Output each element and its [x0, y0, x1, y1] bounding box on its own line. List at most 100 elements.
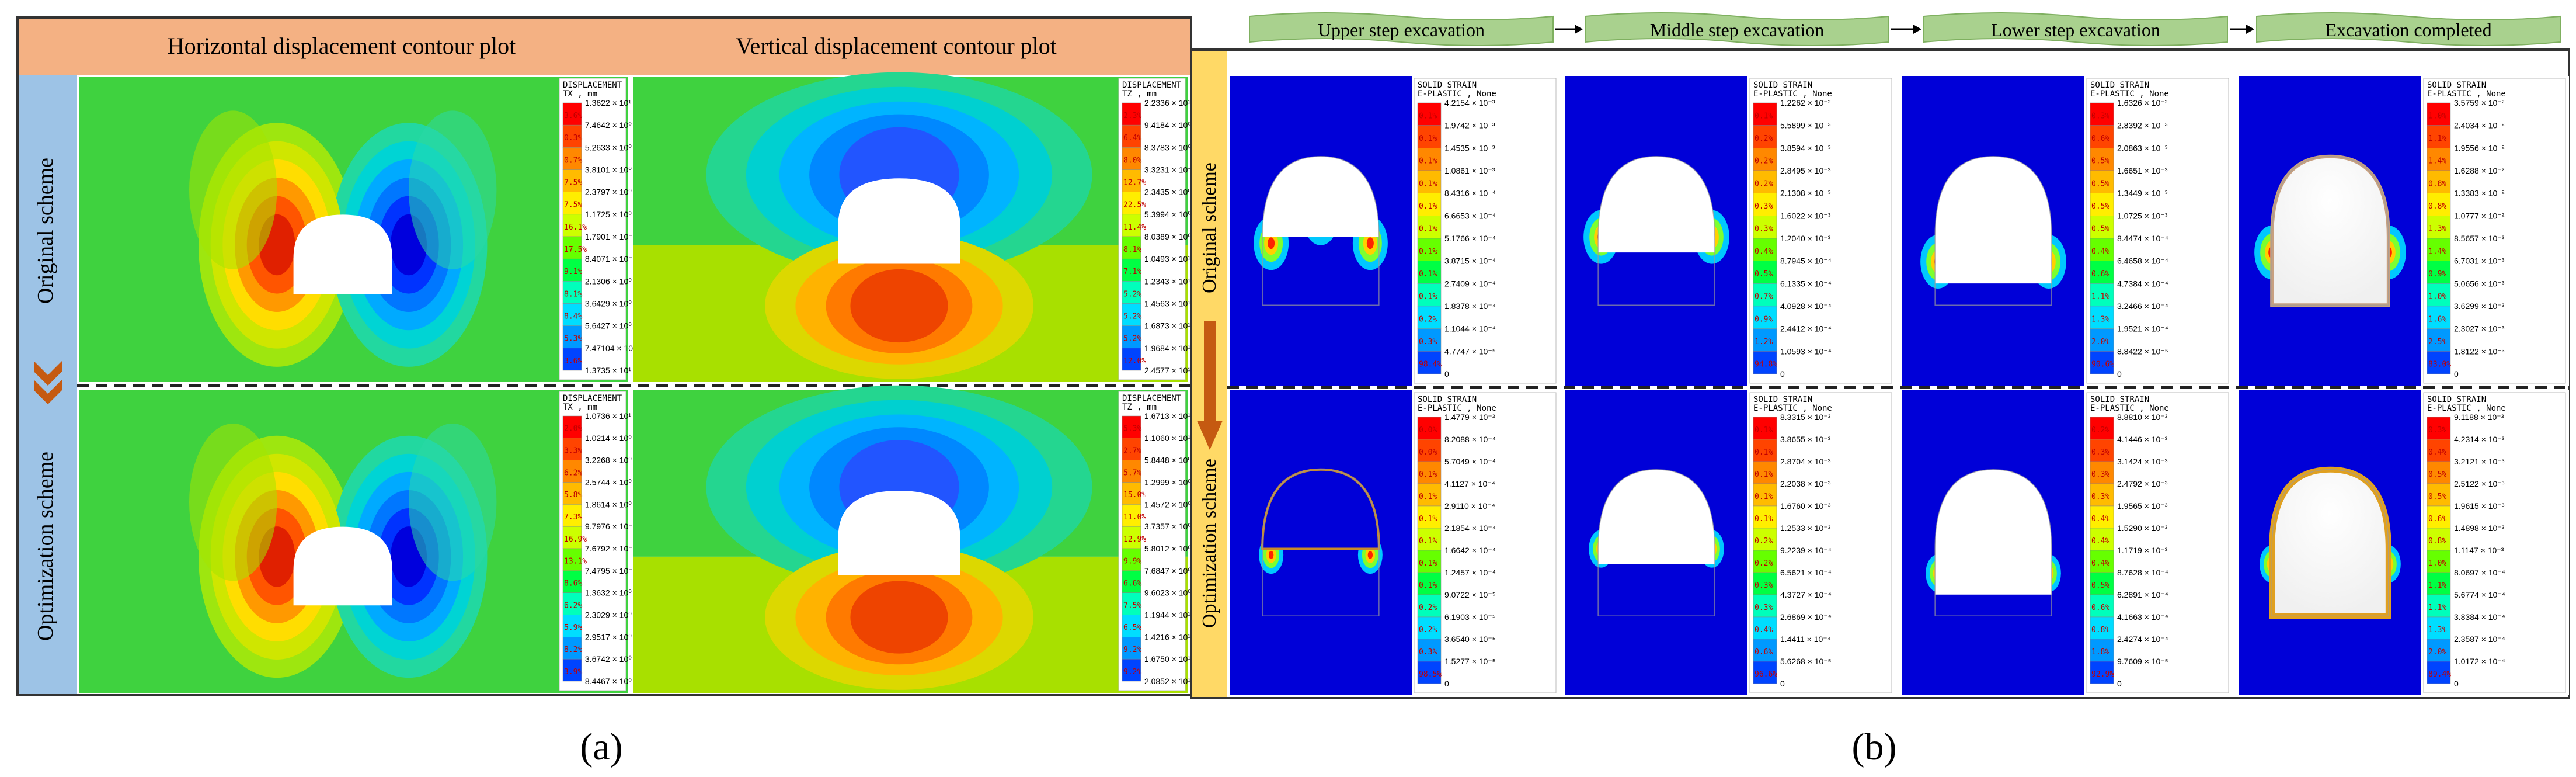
legend-value: 3.2466 × 10⁻⁴: [2117, 301, 2168, 311]
legend-swatch: [562, 504, 582, 527]
legend-percent: 0.2%: [2091, 426, 2109, 435]
legend-percent: 8.2%: [564, 646, 582, 654]
legend-value: 6.7031 × 10⁻³: [2454, 256, 2505, 266]
legend-swatch: [1417, 102, 1442, 126]
legend-percent: 0.1%: [1419, 134, 1437, 143]
legend-swatch: [1122, 438, 1141, 460]
legend-swatch: [1417, 261, 1442, 284]
legend-unit: TZ , mm: [1122, 403, 1157, 412]
legend-value: 3.8384 × 10⁻⁴: [2454, 612, 2505, 622]
legend-percent: 0.3%: [2091, 448, 2109, 457]
row-label-optimization-a: Optimization scheme: [33, 452, 58, 641]
legend-percent: 0.8%: [2091, 626, 2109, 634]
legend-value: 8.2088 × 10⁻⁴: [1444, 435, 1496, 444]
legend-value: 8.8810 × 10⁻³: [2117, 412, 2168, 422]
legend-percent: 1.3%: [2091, 315, 2109, 324]
legend-swatch: [2090, 616, 2114, 640]
legend-percent: 0.4%: [2091, 515, 2109, 523]
legend-swatch: [1417, 216, 1442, 239]
legend-value: 2.1306 × 10⁰: [585, 276, 632, 286]
legend-value: 1.6642 × 10⁻⁴: [1444, 546, 1496, 555]
legend-percent: 6.2%: [564, 469, 582, 477]
legend-value: 3.8655 × 10⁻³: [1780, 435, 1831, 444]
legend-swatch: [1122, 258, 1141, 282]
legend-percent: 0.1%: [1419, 247, 1437, 256]
legend-swatch: [562, 214, 582, 237]
legend-value: 1.0777 × 10⁻²: [2454, 211, 2505, 220]
legend-swatch: [1753, 483, 1777, 507]
legend-swatch: [562, 438, 582, 460]
excavated-area: [1935, 469, 2052, 595]
legend-percent: 0.5%: [2091, 157, 2109, 166]
legend-percent: 6.5%: [1123, 623, 1141, 632]
legend-value: 8.0389 × 10⁰: [1144, 232, 1191, 241]
legend-swatch: [2090, 261, 2114, 284]
legend-swatch: [1753, 216, 1777, 239]
legend-swatch: [1753, 505, 1777, 529]
legend-swatch: [2427, 417, 2451, 440]
legend-value: 6.1903 × 10⁻⁵: [1444, 612, 1496, 622]
legend-percent: 8.4%: [564, 312, 582, 321]
legend-value: 1.4411 × 10⁻⁴: [1780, 634, 1831, 644]
legend-title: DISPLACEMENT: [563, 81, 622, 90]
legend-percent: 0.3%: [1419, 648, 1437, 657]
legend-swatch: [2427, 639, 2451, 662]
stage-ribbon: [2256, 12, 2561, 46]
legend-swatch: [1753, 661, 1777, 684]
legend-percent: 1.1%: [2428, 134, 2446, 143]
legend-value: 2.1854 × 10⁻⁴: [1444, 523, 1496, 533]
legend-value: 8.4071 × 10⁻¹: [585, 254, 636, 263]
legend-percent: 0.3%: [1755, 225, 1773, 234]
legend-value: 1.8614 × 10⁰: [585, 500, 632, 509]
legend-swatch: [1417, 505, 1442, 529]
section-outline: [2271, 469, 2389, 617]
legend-percent: 0.6%: [2091, 603, 2109, 612]
legend-swatch: [1122, 214, 1141, 237]
legend-percent: 94.8%: [1755, 360, 1777, 369]
legend-percent: 0.2%: [1419, 315, 1437, 324]
legend-swatch: [2427, 661, 2451, 684]
legend-value: 2.2038 × 10⁻³: [1780, 479, 1831, 488]
legend-swatch: [2427, 483, 2451, 507]
legend-value: 0: [1444, 679, 1449, 688]
legend-percent: 89.4%: [2428, 670, 2451, 679]
legend-percent: 5.3%: [564, 335, 582, 344]
legend-percent: 0.2%: [1419, 626, 1437, 634]
legend-percent: 0.7%: [1755, 293, 1773, 301]
legend-percent: 0.4%: [2428, 448, 2446, 457]
legend-swatch: [1753, 461, 1777, 484]
legend-percent: 0.2%: [1755, 179, 1773, 188]
legend-unit: E-PLASTIC , None: [2090, 404, 2169, 413]
legend-percent: 0.4%: [1755, 247, 1773, 256]
legend-value: 8.4467 × 10⁰: [585, 677, 632, 686]
legend-value: 8.3783 × 10⁰: [1144, 143, 1191, 152]
legend-swatch: [1753, 594, 1777, 618]
legend-percent: 0.1%: [1419, 581, 1437, 590]
legend-percent: 0.8%: [2428, 537, 2446, 546]
header-horizontal: Horizontal displacement contour plot: [168, 33, 516, 59]
legend-percent: 1.0%: [2428, 293, 2446, 301]
legend-value: 9.6023 × 10⁰: [1144, 588, 1191, 598]
legend-value: 8.3315 × 10⁻³: [1780, 412, 1831, 422]
legend-unit: E-PLASTIC , None: [1418, 89, 1496, 99]
legend-swatch: [2090, 483, 2114, 507]
legend-value: 2.9517 × 10⁰: [585, 632, 632, 641]
legend-value: 3.5759 × 10⁻²: [2454, 98, 2505, 107]
legend-swatch: [1417, 594, 1442, 618]
legend-value: 8.8422 × 10⁻⁵: [2117, 346, 2168, 356]
legend-value: 2.3797 × 10⁰: [585, 188, 632, 197]
legend-value: 1.6288 × 10⁻²: [2454, 166, 2505, 175]
legend-percent: 92.9%: [2091, 670, 2114, 679]
legend-unit: TX , mm: [563, 403, 597, 412]
legend-percent: 0.6%: [1755, 648, 1773, 657]
legend-swatch: [1753, 639, 1777, 662]
legend-percent: 0.8%: [2428, 202, 2446, 211]
legend-percent: 0.1%: [1419, 157, 1437, 166]
